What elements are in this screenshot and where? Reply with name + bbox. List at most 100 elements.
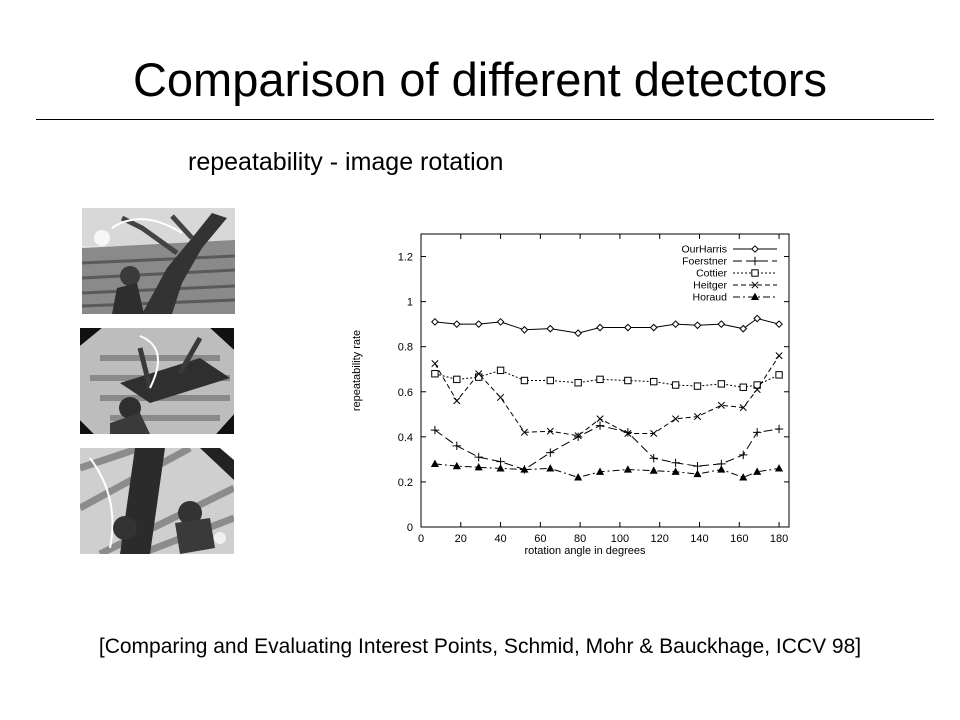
x-tick-label: 140 (690, 533, 708, 545)
data-point (739, 473, 748, 481)
data-point (671, 320, 680, 329)
data-point (431, 360, 439, 368)
data-point (452, 441, 462, 451)
data-point (452, 461, 461, 470)
series-heitger (431, 352, 783, 440)
y-tick-label: 0.6 (398, 387, 413, 399)
data-point (775, 464, 784, 472)
data-point (475, 370, 483, 378)
data-point (453, 375, 461, 384)
data-point (624, 376, 632, 385)
data-point (775, 352, 783, 360)
painting-original-image (82, 208, 235, 314)
data-point (546, 448, 555, 457)
data-point (546, 427, 554, 435)
x-tick-label: 80 (574, 533, 586, 545)
data-point (753, 385, 761, 394)
data-point (596, 415, 604, 423)
slide-subtitle: repeatability - image rotation (188, 148, 504, 176)
data-point (596, 323, 604, 332)
data-point (739, 383, 747, 391)
data-point (752, 428, 762, 437)
data-point (717, 380, 726, 388)
data-point (739, 403, 747, 412)
data-point (671, 458, 680, 467)
series-cottier (431, 366, 783, 391)
data-point (717, 401, 725, 409)
y-tick-label: 0.4 (398, 432, 413, 444)
data-point (650, 429, 658, 438)
legend-marker (751, 269, 759, 277)
painting-rotated-45-image (80, 328, 234, 434)
data-point (623, 428, 633, 437)
data-point (623, 465, 632, 473)
x-tick-label: 160 (730, 533, 748, 545)
data-point (520, 325, 529, 334)
data-point (546, 464, 555, 472)
data-point (474, 320, 483, 329)
legend-marker (751, 281, 759, 289)
y-tick-label: 0.2 (398, 477, 413, 489)
data-point (573, 432, 583, 442)
legend-label: Foerstner (682, 256, 727, 268)
data-point (739, 324, 748, 333)
data-point (739, 450, 748, 460)
plot-frame (420, 233, 790, 528)
series-line (434, 317, 780, 334)
data-point (431, 370, 439, 378)
data-point (774, 424, 784, 434)
data-point (496, 366, 505, 375)
series-line (434, 355, 780, 437)
data-point (474, 452, 483, 462)
data-point (775, 371, 783, 379)
x-tick-label: 20 (455, 533, 467, 545)
data-point (693, 461, 702, 471)
legend-marker (751, 245, 759, 253)
series-line (434, 369, 780, 388)
data-point (649, 323, 658, 332)
legend-label: Heitger (693, 280, 727, 292)
legend-label: Horaud (693, 292, 728, 304)
legend-marker (750, 256, 760, 266)
data-point (649, 466, 658, 474)
data-point (496, 464, 505, 472)
data-point (474, 463, 483, 471)
data-point (623, 323, 632, 332)
data-point (595, 421, 605, 430)
data-point (671, 467, 680, 475)
data-point (672, 415, 680, 423)
data-point (453, 397, 461, 405)
y-tick-label: 0 (407, 522, 413, 534)
y-axis-label: repeatability rate (351, 330, 363, 411)
data-point (430, 459, 439, 467)
x-tick-label: 180 (770, 533, 788, 545)
legend-label: Cottier (696, 268, 727, 280)
y-tick-label: 1 (407, 297, 413, 309)
series-line (434, 463, 780, 478)
series-line (434, 425, 780, 471)
data-point (693, 413, 702, 421)
x-tick-label: 0 (418, 533, 424, 545)
data-point (546, 324, 555, 333)
repeatability-chart: 0 0.2 0.4 0.6 0.8 1 1.2 0 20 40 60 80 100 120 140 160 18… (351, 233, 790, 557)
painting-rotated-135-image (80, 448, 234, 554)
x-tick-label: 100 (611, 533, 629, 545)
x-tick-label: 120 (651, 533, 669, 545)
data-point (596, 375, 604, 384)
y-tick-label: 0.8 (398, 342, 413, 354)
citation: [Comparing and Evaluating Interest Point… (98, 635, 862, 658)
data-point (496, 317, 505, 326)
data-point (693, 321, 702, 330)
data-point (753, 467, 762, 475)
slide-title: Comparison of different detectors (132, 53, 828, 106)
x-tick-label: 40 (494, 533, 506, 545)
data-point (497, 393, 505, 401)
data-point (452, 320, 461, 329)
data-point (574, 379, 582, 387)
data-point (717, 320, 726, 329)
data-point (693, 382, 702, 390)
legend-label: OurHarris (681, 244, 727, 256)
data-point (753, 314, 762, 323)
data-point (430, 425, 440, 435)
